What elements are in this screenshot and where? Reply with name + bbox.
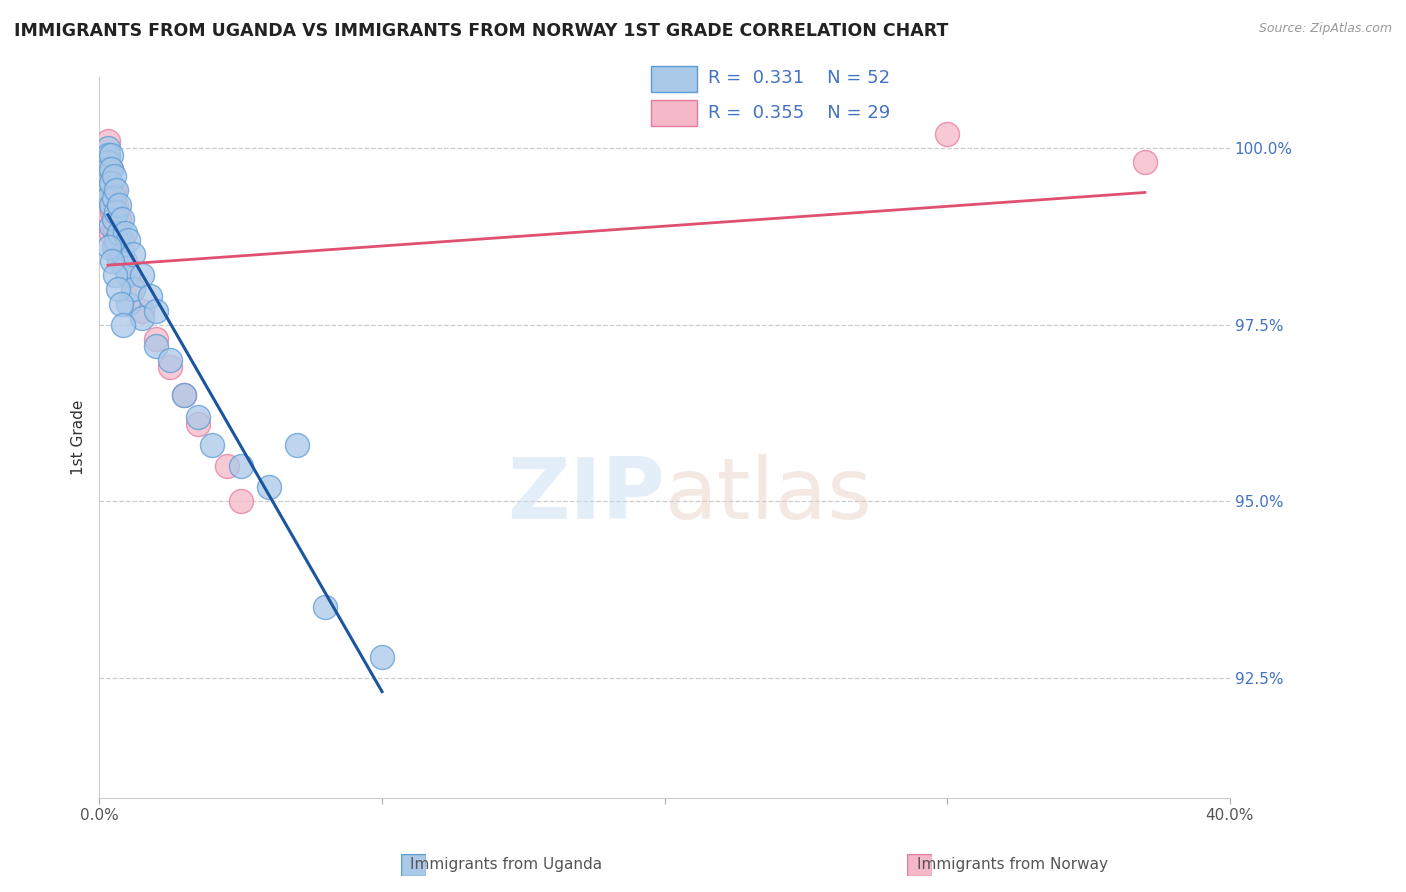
Point bbox=[104, 268, 127, 283]
Point bbox=[100, 226, 122, 240]
Point bbox=[1133, 155, 1156, 169]
Point bbox=[159, 360, 181, 375]
Point bbox=[114, 254, 136, 268]
Point bbox=[122, 247, 145, 261]
Point bbox=[97, 177, 120, 191]
Point bbox=[105, 240, 128, 254]
Point bbox=[97, 141, 120, 155]
Text: Immigrants from Uganda: Immigrants from Uganda bbox=[411, 857, 602, 872]
Point bbox=[173, 388, 195, 402]
Text: ZIP: ZIP bbox=[506, 454, 665, 537]
Point bbox=[105, 204, 128, 219]
Point bbox=[159, 353, 181, 368]
Point bbox=[114, 226, 136, 240]
Point bbox=[173, 388, 195, 402]
Point bbox=[108, 254, 131, 268]
Point bbox=[108, 197, 131, 211]
Point bbox=[145, 332, 167, 346]
Point bbox=[103, 169, 125, 184]
Y-axis label: 1st Grade: 1st Grade bbox=[72, 401, 86, 475]
Point bbox=[117, 268, 139, 283]
Point bbox=[105, 197, 128, 211]
Text: R =  0.331    N = 52: R = 0.331 N = 52 bbox=[709, 70, 890, 87]
Point bbox=[103, 211, 125, 226]
Text: Source: ZipAtlas.com: Source: ZipAtlas.com bbox=[1258, 22, 1392, 36]
Point bbox=[114, 261, 136, 276]
Point bbox=[131, 303, 153, 318]
Bar bbox=[651, 100, 697, 126]
Text: IMMIGRANTS FROM UGANDA VS IMMIGRANTS FROM NORWAY 1ST GRADE CORRELATION CHART: IMMIGRANTS FROM UGANDA VS IMMIGRANTS FRO… bbox=[14, 22, 949, 40]
Point bbox=[103, 190, 125, 204]
Point bbox=[100, 148, 122, 162]
Point bbox=[285, 438, 308, 452]
Point bbox=[103, 184, 125, 198]
Bar bbox=[651, 65, 697, 92]
Point bbox=[97, 184, 120, 198]
Point bbox=[103, 240, 125, 254]
Point bbox=[122, 282, 145, 296]
Point bbox=[97, 177, 120, 191]
Point bbox=[145, 303, 167, 318]
Point bbox=[229, 458, 252, 473]
Point bbox=[139, 289, 162, 303]
Point bbox=[187, 409, 209, 424]
Point bbox=[117, 268, 139, 283]
Point bbox=[100, 219, 122, 233]
Point bbox=[936, 127, 959, 141]
Point bbox=[131, 268, 153, 283]
Point bbox=[371, 649, 394, 664]
Point bbox=[100, 162, 122, 177]
Point bbox=[100, 162, 122, 177]
Point bbox=[97, 169, 120, 184]
Point bbox=[105, 184, 128, 198]
Point bbox=[201, 438, 224, 452]
Point bbox=[111, 211, 134, 226]
Point bbox=[315, 600, 337, 615]
Point bbox=[257, 480, 280, 494]
Text: R =  0.355    N = 29: R = 0.355 N = 29 bbox=[709, 103, 890, 121]
Point bbox=[108, 211, 131, 226]
Point bbox=[112, 318, 135, 332]
Point bbox=[107, 282, 129, 296]
Point bbox=[97, 155, 120, 169]
Point bbox=[100, 197, 122, 211]
Point bbox=[98, 240, 121, 254]
Point bbox=[215, 458, 238, 473]
Point bbox=[131, 310, 153, 325]
Point bbox=[111, 233, 134, 247]
Point bbox=[117, 233, 139, 247]
Point bbox=[97, 162, 120, 177]
Point bbox=[111, 247, 134, 261]
Point bbox=[97, 155, 120, 169]
Point bbox=[108, 254, 131, 268]
Point bbox=[105, 233, 128, 247]
Text: atlas: atlas bbox=[665, 454, 873, 537]
Point bbox=[117, 296, 139, 310]
Text: Immigrants from Norway: Immigrants from Norway bbox=[917, 857, 1108, 872]
Point bbox=[100, 190, 122, 204]
Point bbox=[110, 296, 132, 310]
Point bbox=[97, 204, 120, 219]
Point bbox=[97, 148, 120, 162]
Point bbox=[108, 226, 131, 240]
Point bbox=[101, 254, 124, 268]
Point bbox=[101, 204, 124, 219]
Point bbox=[122, 282, 145, 296]
Point bbox=[145, 339, 167, 353]
Point bbox=[107, 247, 129, 261]
Point bbox=[229, 494, 252, 508]
Point bbox=[104, 226, 127, 240]
Point bbox=[100, 177, 122, 191]
Point bbox=[97, 190, 120, 204]
Point bbox=[103, 219, 125, 233]
Point bbox=[187, 417, 209, 431]
Point bbox=[97, 134, 120, 148]
